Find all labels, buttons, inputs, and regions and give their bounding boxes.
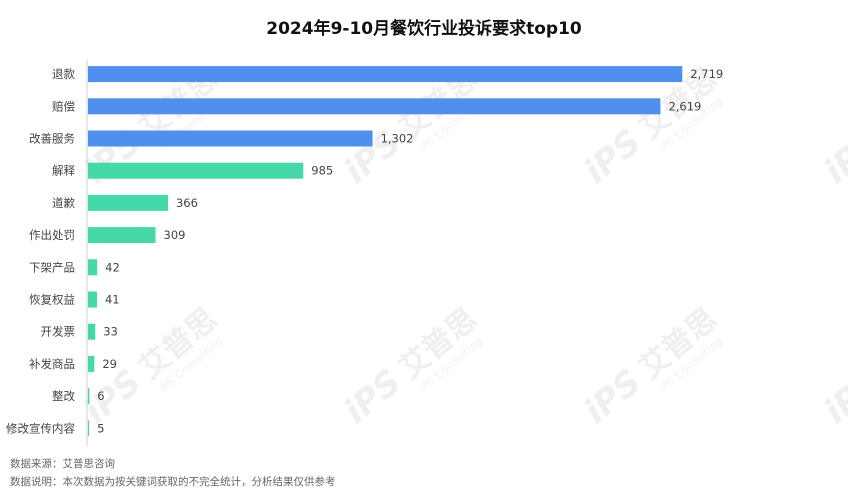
value-label: 42 bbox=[105, 260, 120, 274]
value-label: 366 bbox=[176, 196, 198, 210]
bar bbox=[88, 98, 661, 115]
bar bbox=[88, 130, 373, 147]
watermark-logo: iPS bbox=[336, 362, 408, 432]
bar bbox=[88, 291, 97, 308]
category-label: 开发票 bbox=[41, 325, 76, 339]
bar bbox=[88, 259, 98, 276]
value-label: 985 bbox=[311, 164, 333, 178]
category-label: 解释 bbox=[52, 164, 75, 178]
chart-title: 2024年9-10月餐饮行业投诉要求top10 bbox=[266, 19, 582, 39]
watermark-logo: iPS bbox=[816, 362, 848, 432]
value-label: 29 bbox=[102, 357, 117, 371]
category-label: 补发商品 bbox=[29, 357, 75, 371]
watermark-logo: iPS bbox=[816, 122, 848, 192]
category-label: 道歉 bbox=[52, 196, 75, 210]
category-label: 退款 bbox=[52, 67, 75, 81]
category-label: 赔偿 bbox=[52, 99, 75, 113]
data-disclaimer-note: 数据说明：本次数据为按关键词获取的不完全统计，分析结果仅供参考 bbox=[10, 476, 336, 488]
category-label: 整改 bbox=[52, 389, 75, 403]
value-label: 2,719 bbox=[690, 67, 723, 81]
watermark-logo: iPS bbox=[576, 362, 648, 432]
bar bbox=[88, 227, 156, 244]
bar bbox=[88, 420, 90, 437]
value-label: 5 bbox=[97, 421, 104, 435]
value-label: 33 bbox=[103, 325, 118, 339]
bar bbox=[88, 162, 304, 179]
category-label: 修改宣传内容 bbox=[6, 421, 75, 435]
bar bbox=[88, 194, 168, 211]
value-label: 2,619 bbox=[668, 99, 701, 113]
category-label: 下架产品 bbox=[29, 260, 75, 274]
value-label: 309 bbox=[164, 228, 186, 242]
watermark-logo: iPS bbox=[576, 122, 648, 192]
value-label: 41 bbox=[105, 293, 120, 307]
bars-layer: 退款 2,719 赔偿 2,619 改善服务 1,302 解释 985 道歉 366 作出处罚 309… bbox=[6, 60, 723, 447]
value-label: 1,302 bbox=[381, 132, 414, 146]
bar bbox=[88, 323, 96, 340]
bar bbox=[88, 66, 683, 83]
category-label: 作出处罚 bbox=[29, 228, 75, 242]
category-label: 改善服务 bbox=[29, 132, 75, 146]
bar bbox=[88, 388, 90, 405]
data-source-note: 数据来源：艾普思咨询 bbox=[10, 458, 115, 470]
category-label: 恢复权益 bbox=[29, 293, 75, 307]
value-label: 6 bbox=[97, 389, 104, 403]
bar bbox=[88, 355, 95, 372]
